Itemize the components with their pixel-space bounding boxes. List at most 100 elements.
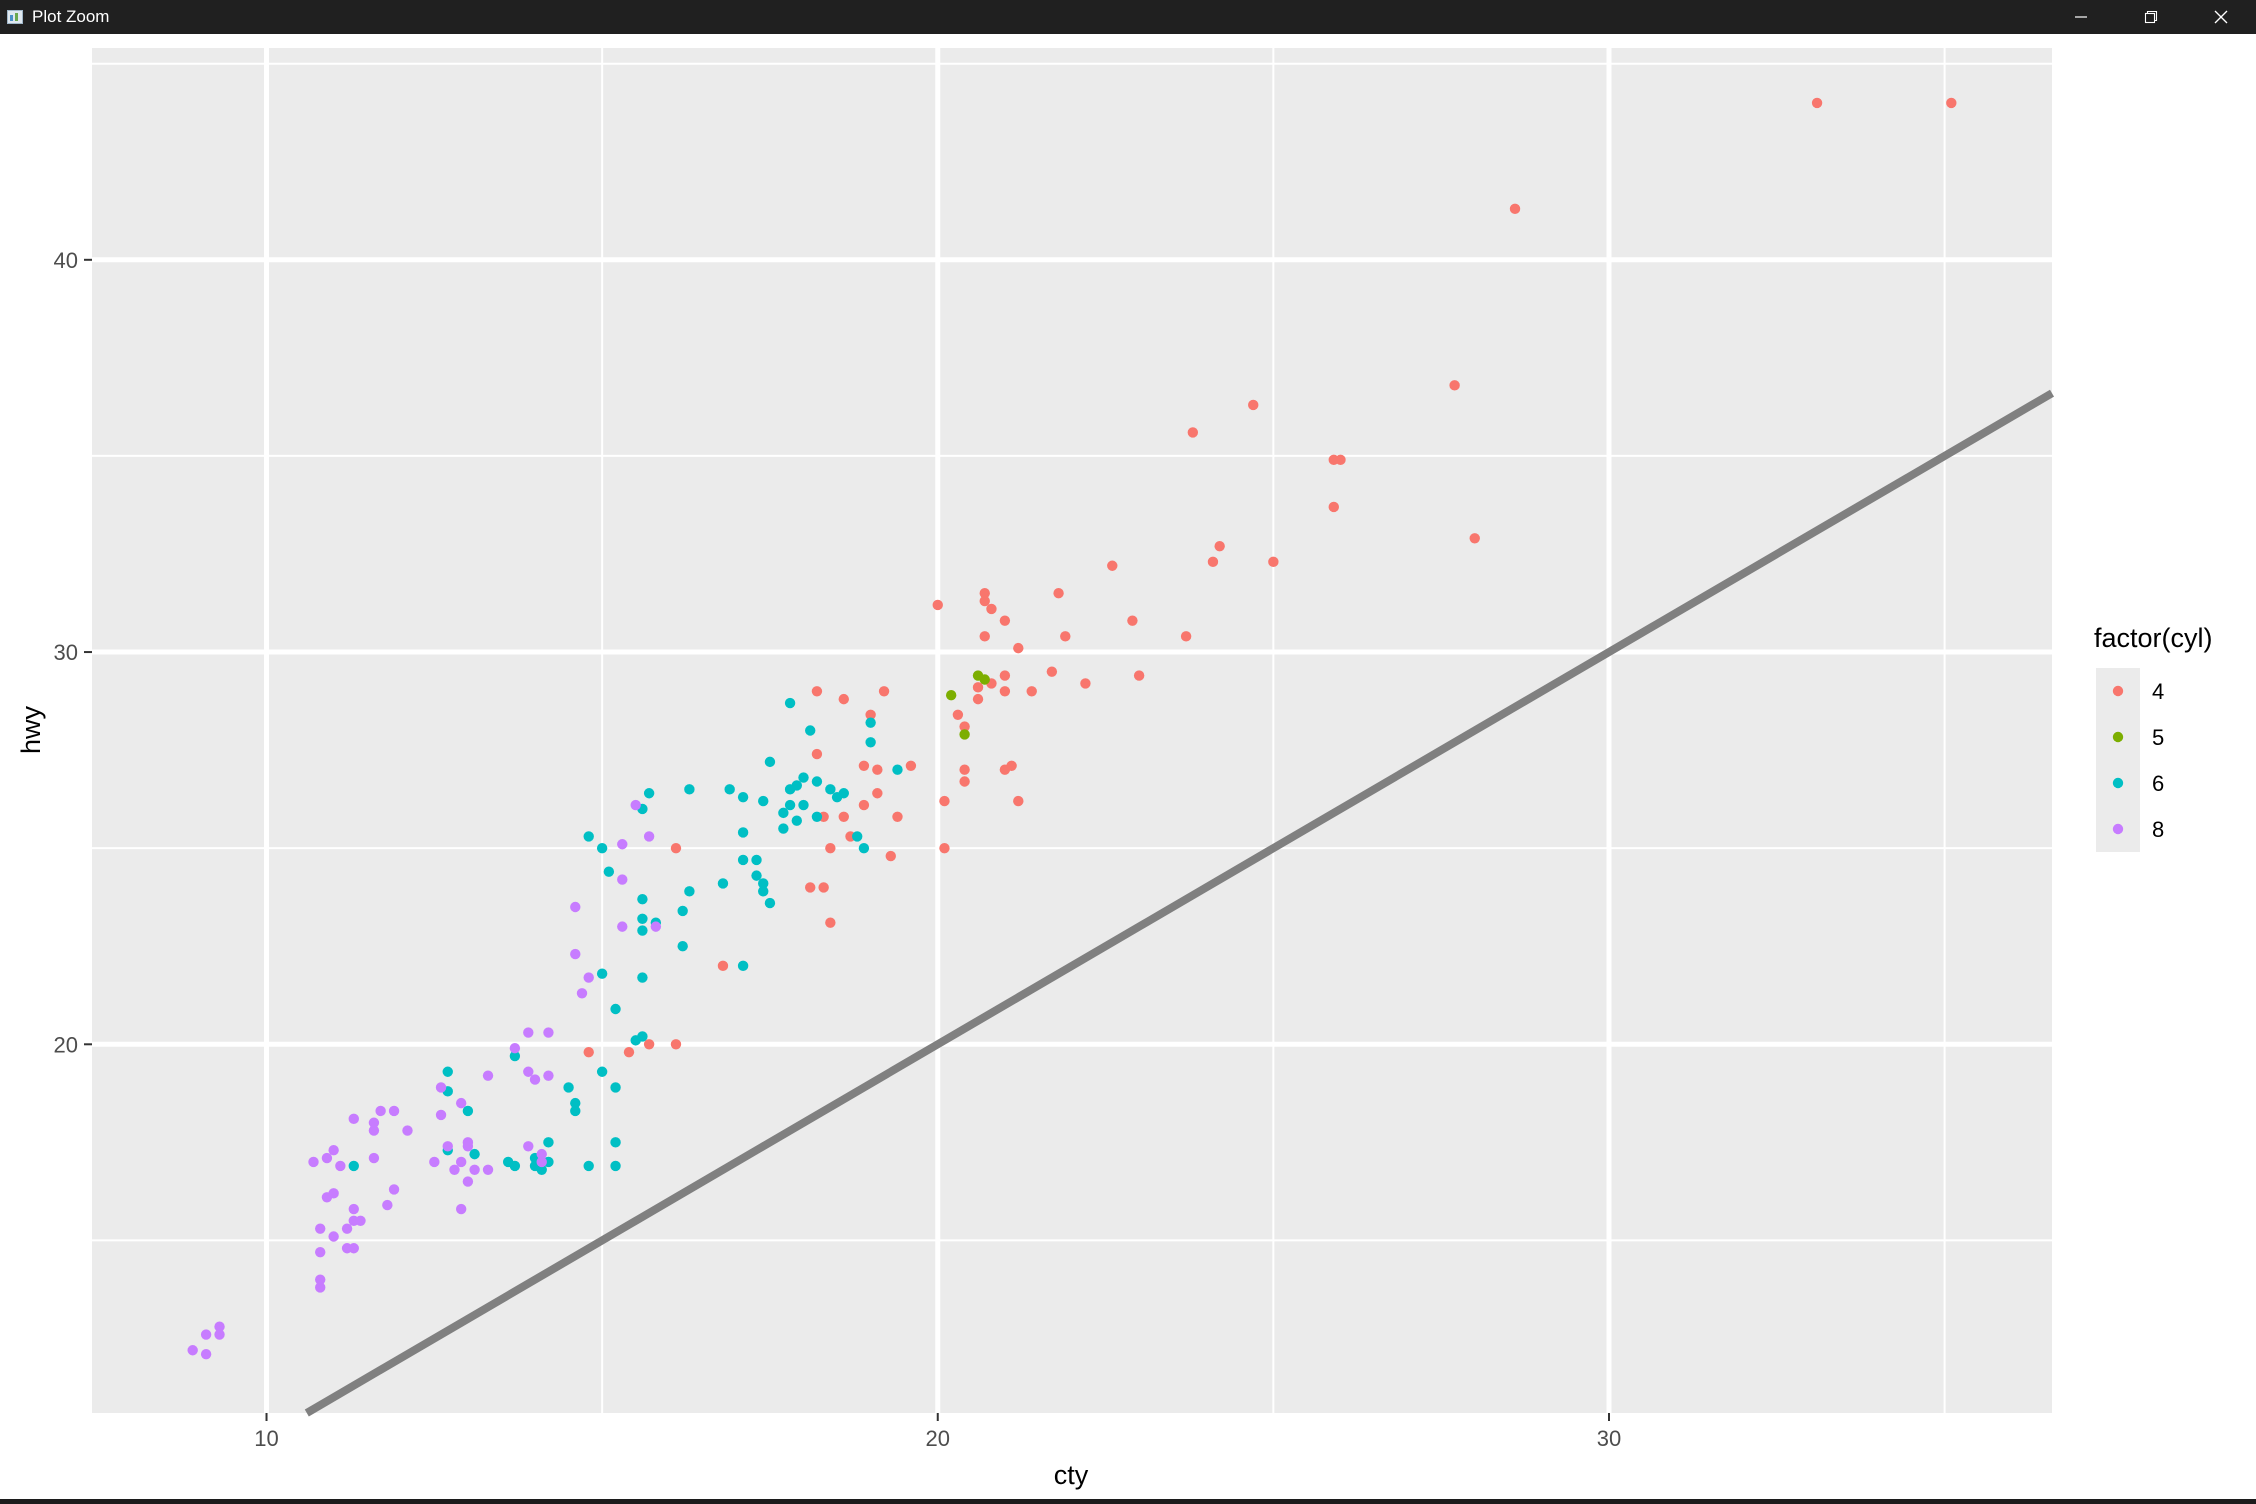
point-cyl-4 (1449, 380, 1460, 391)
point-cyl-8 (469, 1164, 480, 1176)
point-cyl-6 (637, 893, 648, 905)
point-cyl-8 (335, 1160, 346, 1172)
point-cyl-4 (972, 682, 984, 693)
point-cyl-6 (677, 941, 688, 952)
restore-button[interactable] (2116, 0, 2186, 34)
point-cyl-8 (570, 901, 581, 913)
point-cyl-8 (388, 1184, 400, 1195)
minor-gridlines (92, 48, 2052, 1413)
point-cyl-8 (328, 1231, 339, 1242)
point-cyl-8 (368, 1152, 380, 1164)
point-cyl-8 (462, 1137, 474, 1148)
point-cyl-8 (455, 1097, 467, 1109)
point-cyl-6 (610, 1082, 621, 1093)
point-cyl-8 (482, 1164, 494, 1176)
point-cyl-4 (959, 776, 970, 787)
point-cyl-6 (637, 972, 648, 983)
point-cyl-4 (972, 693, 984, 705)
point-cyl-4 (979, 588, 990, 599)
point-cyl-4 (818, 882, 829, 893)
point-cyl-5 (945, 689, 957, 701)
point-cyl-8 (617, 839, 628, 850)
point-cyl-6 (610, 1003, 621, 1015)
point-cyl-6 (596, 1066, 608, 1077)
point-cyl-6 (717, 878, 729, 889)
point-cyl-8 (315, 1274, 326, 1285)
point-cyl-6 (764, 756, 776, 768)
point-cyl-4 (979, 595, 990, 607)
point-cyl-6 (758, 886, 769, 897)
window-title: Plot Zoom (32, 7, 110, 26)
point-cyl-4 (999, 670, 1011, 681)
point-cyl-4 (1946, 97, 1957, 109)
window-controls (2046, 0, 2256, 34)
point-cyl-4 (1053, 588, 1064, 599)
point-cyl-4 (999, 615, 1011, 626)
point-cyl-6 (805, 725, 816, 736)
point-cyl-8 (355, 1215, 366, 1227)
point-cyl-6 (737, 960, 749, 972)
point-cyl-8 (576, 988, 588, 999)
major-gridlines (92, 48, 2052, 1413)
x-axis-label: cty (1054, 1460, 1089, 1490)
point-cyl-6 (852, 831, 863, 842)
point-cyl-6 (751, 854, 762, 866)
panel-background (92, 48, 2052, 1413)
point-cyl-6 (791, 815, 802, 826)
point-cyl-8 (570, 948, 581, 960)
point-cyl-6 (677, 905, 688, 917)
scatter-chart: 10 20 30 20 30 40 cty hwy factor(cyl) 4 5 6 8 (16, 48, 2213, 1490)
legend-label-4: 4 (2152, 679, 2164, 704)
point-cyl-4 (865, 709, 876, 721)
point-cyl-6 (570, 1097, 581, 1109)
point-cyl-4 (858, 799, 870, 811)
point-cyl-4 (1187, 427, 1199, 438)
point-cyl-6 (643, 788, 655, 799)
point-cyl-8 (214, 1321, 225, 1332)
y-axis-label: hwy (16, 705, 46, 754)
point-cyl-8 (482, 1070, 494, 1081)
point-cyl-8 (315, 1282, 326, 1293)
point-cyl-4 (952, 709, 964, 721)
point-cyl-6 (610, 1137, 621, 1148)
point-cyl-6 (858, 842, 870, 854)
point-cyl-8 (388, 1105, 400, 1117)
point-cyl-4 (838, 693, 849, 705)
point-cyl-4 (1013, 642, 1024, 654)
point-cyl-4 (1180, 631, 1192, 642)
point-cyl-6 (348, 1160, 359, 1172)
y-tick-label: 40 (54, 248, 78, 273)
legend-keys: 4 5 6 8 (2096, 668, 2164, 852)
point-cyl-6 (751, 870, 762, 881)
legend-label-8: 8 (2152, 817, 2164, 842)
point-cyl-4 (986, 603, 997, 615)
point-cyl-6 (536, 1164, 547, 1176)
point-cyl-8 (455, 1156, 467, 1168)
point-cyl-4 (1811, 97, 1823, 109)
minimize-button[interactable] (2046, 0, 2116, 34)
point-cyl-6 (811, 811, 823, 822)
point-cyl-6 (865, 717, 876, 728)
point-cyl-8 (583, 972, 594, 983)
point-cyl-8 (435, 1082, 447, 1093)
point-cyl-4 (670, 842, 682, 854)
point-cyl-4 (717, 960, 729, 972)
point-cyl-6 (570, 1105, 581, 1117)
close-button[interactable] (2186, 0, 2256, 34)
point-cyl-4 (825, 917, 836, 928)
point-cyl-6 (758, 878, 769, 889)
point-cyl-6 (442, 1066, 453, 1077)
point-cyl-8 (617, 921, 628, 932)
point-cyl-6 (784, 697, 796, 709)
point-cyl-4 (1107, 560, 1118, 571)
point-cyl-8 (543, 1027, 554, 1038)
point-cyl-8 (523, 1027, 534, 1038)
point-cyl-4 (885, 850, 896, 862)
legend-title: factor(cyl) (2094, 623, 2213, 653)
point-cyl-4 (878, 686, 890, 697)
point-cyl-8 (348, 1243, 359, 1254)
x-axis: 10 20 30 (254, 1413, 1621, 1451)
point-cyl-6 (838, 788, 849, 799)
point-cyl-8 (382, 1199, 393, 1211)
point-cyl-8 (368, 1125, 380, 1136)
